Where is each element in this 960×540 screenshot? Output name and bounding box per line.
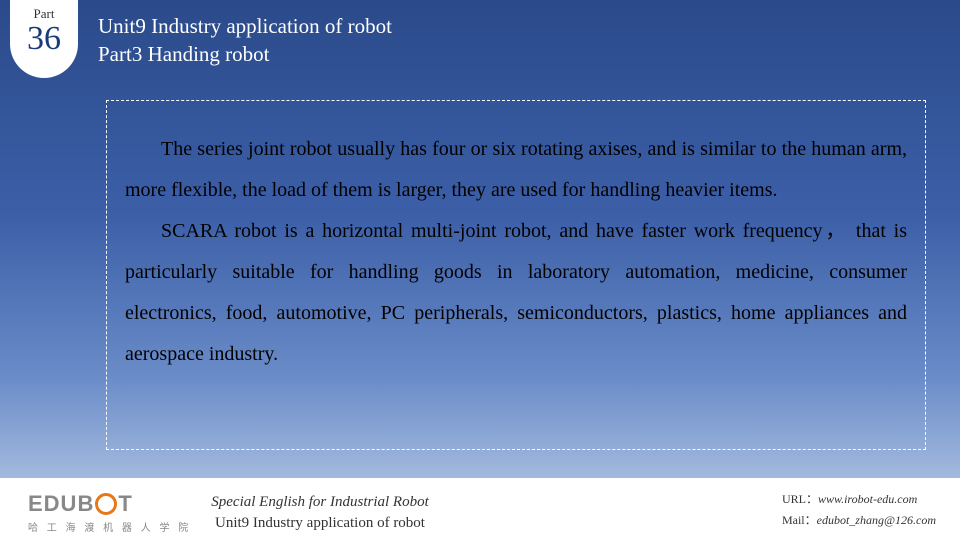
part-number: 36: [10, 20, 78, 58]
slide: Part 36 Unit9 Industry application of ro…: [0, 0, 960, 540]
footer-url: URL：www.irobot-edu.com: [782, 489, 936, 511]
footer: EDUBT 哈 工 海 渡 机 器 人 学 院 Special English …: [0, 478, 960, 540]
slide-header: Unit9 Industry application of robot Part…: [98, 12, 392, 69]
body-text: The series joint robot usually has four …: [125, 129, 907, 375]
header-line-2: Part3 Handing robot: [98, 40, 392, 68]
paragraph-1: The series joint robot usually has four …: [125, 138, 907, 201]
part-badge: Part 36: [10, 0, 78, 78]
content-box: The series joint robot usually has four …: [106, 100, 926, 450]
paragraph-2: SCARA robot is a horizontal multi-joint …: [125, 220, 907, 365]
footer-contact: URL：www.irobot-edu.com Mail：edubot_zhang…: [782, 489, 936, 532]
footer-center: Special English for Industrial Robot Uni…: [0, 494, 640, 532]
header-line-1: Unit9 Industry application of robot: [98, 12, 392, 40]
footer-mail: Mail：edubot_zhang@126.com: [782, 510, 936, 532]
footer-title-2: Unit9 Industry application of robot: [0, 515, 640, 532]
footer-title-1: Special English for Industrial Robot: [0, 494, 640, 511]
